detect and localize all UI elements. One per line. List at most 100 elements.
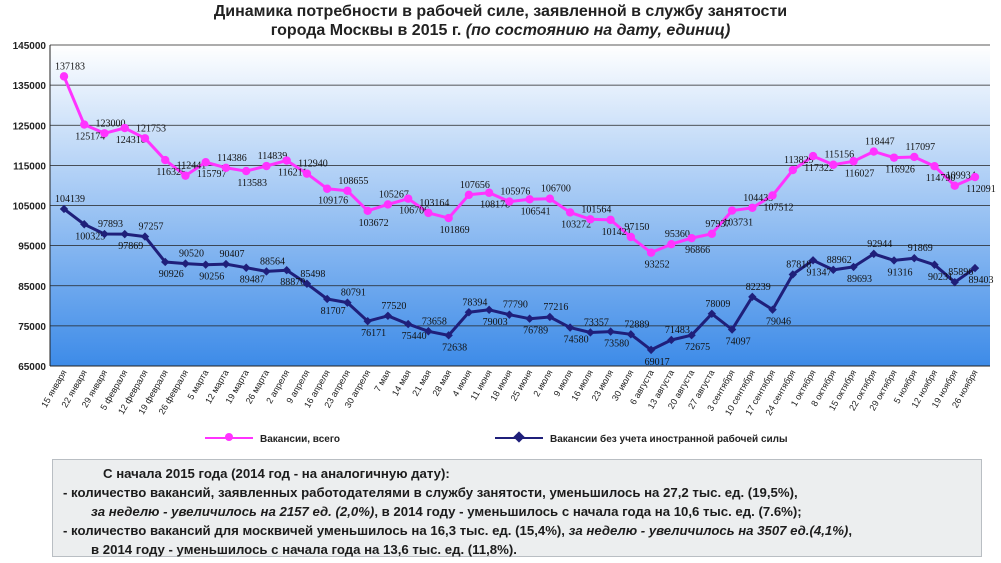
- data-label: 121753: [136, 123, 166, 134]
- y-tick-label: 125000: [13, 121, 47, 132]
- data-point: [403, 194, 413, 203]
- data-label: 112940: [298, 159, 328, 170]
- data-label: 105267: [379, 189, 409, 200]
- data-point: [322, 184, 332, 193]
- data-point: [788, 165, 797, 175]
- note-moscow-weekly-italic: за неделю - увеличилось на 3507 ед.(4,1%…: [568, 523, 849, 538]
- data-point: [687, 233, 696, 243]
- data-point: [646, 345, 656, 355]
- data-label: 90256: [199, 272, 224, 283]
- data-point: [363, 206, 372, 216]
- data-label: 78009: [705, 299, 730, 310]
- data-point: [707, 309, 717, 319]
- data-label: 115797: [197, 169, 227, 180]
- chart-title-main: города Москвы в 2015 г.: [270, 22, 462, 39]
- data-label: 90520: [179, 249, 204, 260]
- y-tick-label: 75000: [18, 322, 46, 333]
- data-point: [768, 305, 777, 314]
- data-label: 116325: [156, 167, 186, 178]
- data-label: 116027: [845, 168, 875, 179]
- data-point: [140, 232, 150, 241]
- y-tick-label: 135000: [13, 81, 47, 92]
- note-total-weekly-italic: за неделю - увеличилось на 2157 ед. (2,0…: [91, 504, 375, 519]
- data-point: [606, 215, 615, 225]
- data-label: 81707: [321, 306, 346, 317]
- data-label: 104433: [743, 193, 773, 204]
- data-point: [687, 331, 696, 340]
- data-label: 79046: [766, 317, 791, 328]
- chart-title-line-2: города Москвы в 2015 г. (по состоянию на…: [0, 21, 1001, 40]
- data-label: 96866: [685, 245, 710, 256]
- data-label: 71483: [665, 325, 690, 336]
- data-point: [444, 213, 453, 223]
- data-point: [221, 163, 231, 173]
- data-label: 117322: [804, 163, 834, 174]
- data-label: 104139: [55, 194, 85, 205]
- data-label: 89403: [969, 275, 994, 286]
- legend-label-total: Вакансии, всего: [260, 434, 340, 445]
- data-point: [808, 256, 818, 265]
- data-point: [201, 260, 210, 269]
- data-label: 100325: [75, 231, 105, 242]
- series-line: [62, 75, 976, 255]
- data-label: 97893: [98, 219, 123, 230]
- data-point: [80, 220, 89, 229]
- data-label: 103272: [561, 219, 591, 230]
- series-line: [63, 207, 976, 352]
- data-point: [525, 314, 534, 323]
- note-moscow-decrease: - количество вакансий для москвичей умен…: [63, 523, 565, 538]
- note-moscow-comma: ,: [848, 523, 852, 538]
- data-label: 109934: [946, 171, 976, 182]
- data-point: [343, 298, 352, 307]
- data-point: [970, 172, 980, 182]
- data-point: [869, 249, 878, 259]
- data-label: 115156: [824, 150, 854, 161]
- data-point: [586, 215, 595, 224]
- data-label: 108655: [338, 176, 368, 187]
- data-label: 74580: [564, 335, 589, 346]
- data-point: [484, 305, 494, 315]
- data-point: [282, 266, 291, 275]
- data-point: [606, 327, 615, 336]
- data-point: [727, 206, 737, 215]
- data-point: [565, 323, 575, 332]
- data-point: [424, 327, 433, 336]
- data-point: [383, 200, 393, 209]
- data-label: 72889: [624, 319, 649, 330]
- data-label: 85498: [300, 269, 325, 280]
- data-point: [403, 319, 413, 329]
- data-point: [140, 134, 150, 143]
- data-label: 91316: [888, 267, 913, 278]
- data-label: 76171: [361, 328, 386, 339]
- data-point: [889, 153, 899, 162]
- data-label: 105976: [500, 187, 530, 198]
- data-point: [505, 310, 514, 319]
- data-point: [748, 203, 757, 212]
- data-label: 112441: [177, 161, 207, 172]
- data-point: [262, 161, 271, 171]
- data-label: 91347: [807, 267, 832, 278]
- data-point: [646, 248, 656, 257]
- data-label: 97937: [705, 219, 730, 230]
- data-point: [302, 169, 312, 178]
- data-point: [545, 312, 555, 322]
- data-point: [565, 208, 575, 217]
- data-label: 73658: [422, 316, 447, 327]
- data-label: 78394: [462, 297, 487, 308]
- data-label: 97150: [624, 222, 649, 233]
- data-point: [181, 259, 190, 268]
- data-label: 106541: [521, 206, 551, 217]
- y-tick-label: 105000: [13, 202, 47, 213]
- note-total-2014: , в 2014 году - уменьшилось с начала год…: [374, 504, 802, 519]
- data-point: [464, 190, 474, 200]
- chart-legend: Вакансии, всего Вакансии без учета иност…: [205, 431, 835, 450]
- data-point: [464, 308, 474, 317]
- chart-title-italic: (по состоянию на дату, единиц): [465, 22, 731, 39]
- data-point: [100, 129, 109, 138]
- data-label: 77216: [543, 302, 568, 313]
- data-label: 91869: [908, 243, 933, 254]
- data-point: [343, 186, 352, 196]
- data-label: 113829: [784, 155, 814, 166]
- data-label: 89693: [847, 274, 872, 285]
